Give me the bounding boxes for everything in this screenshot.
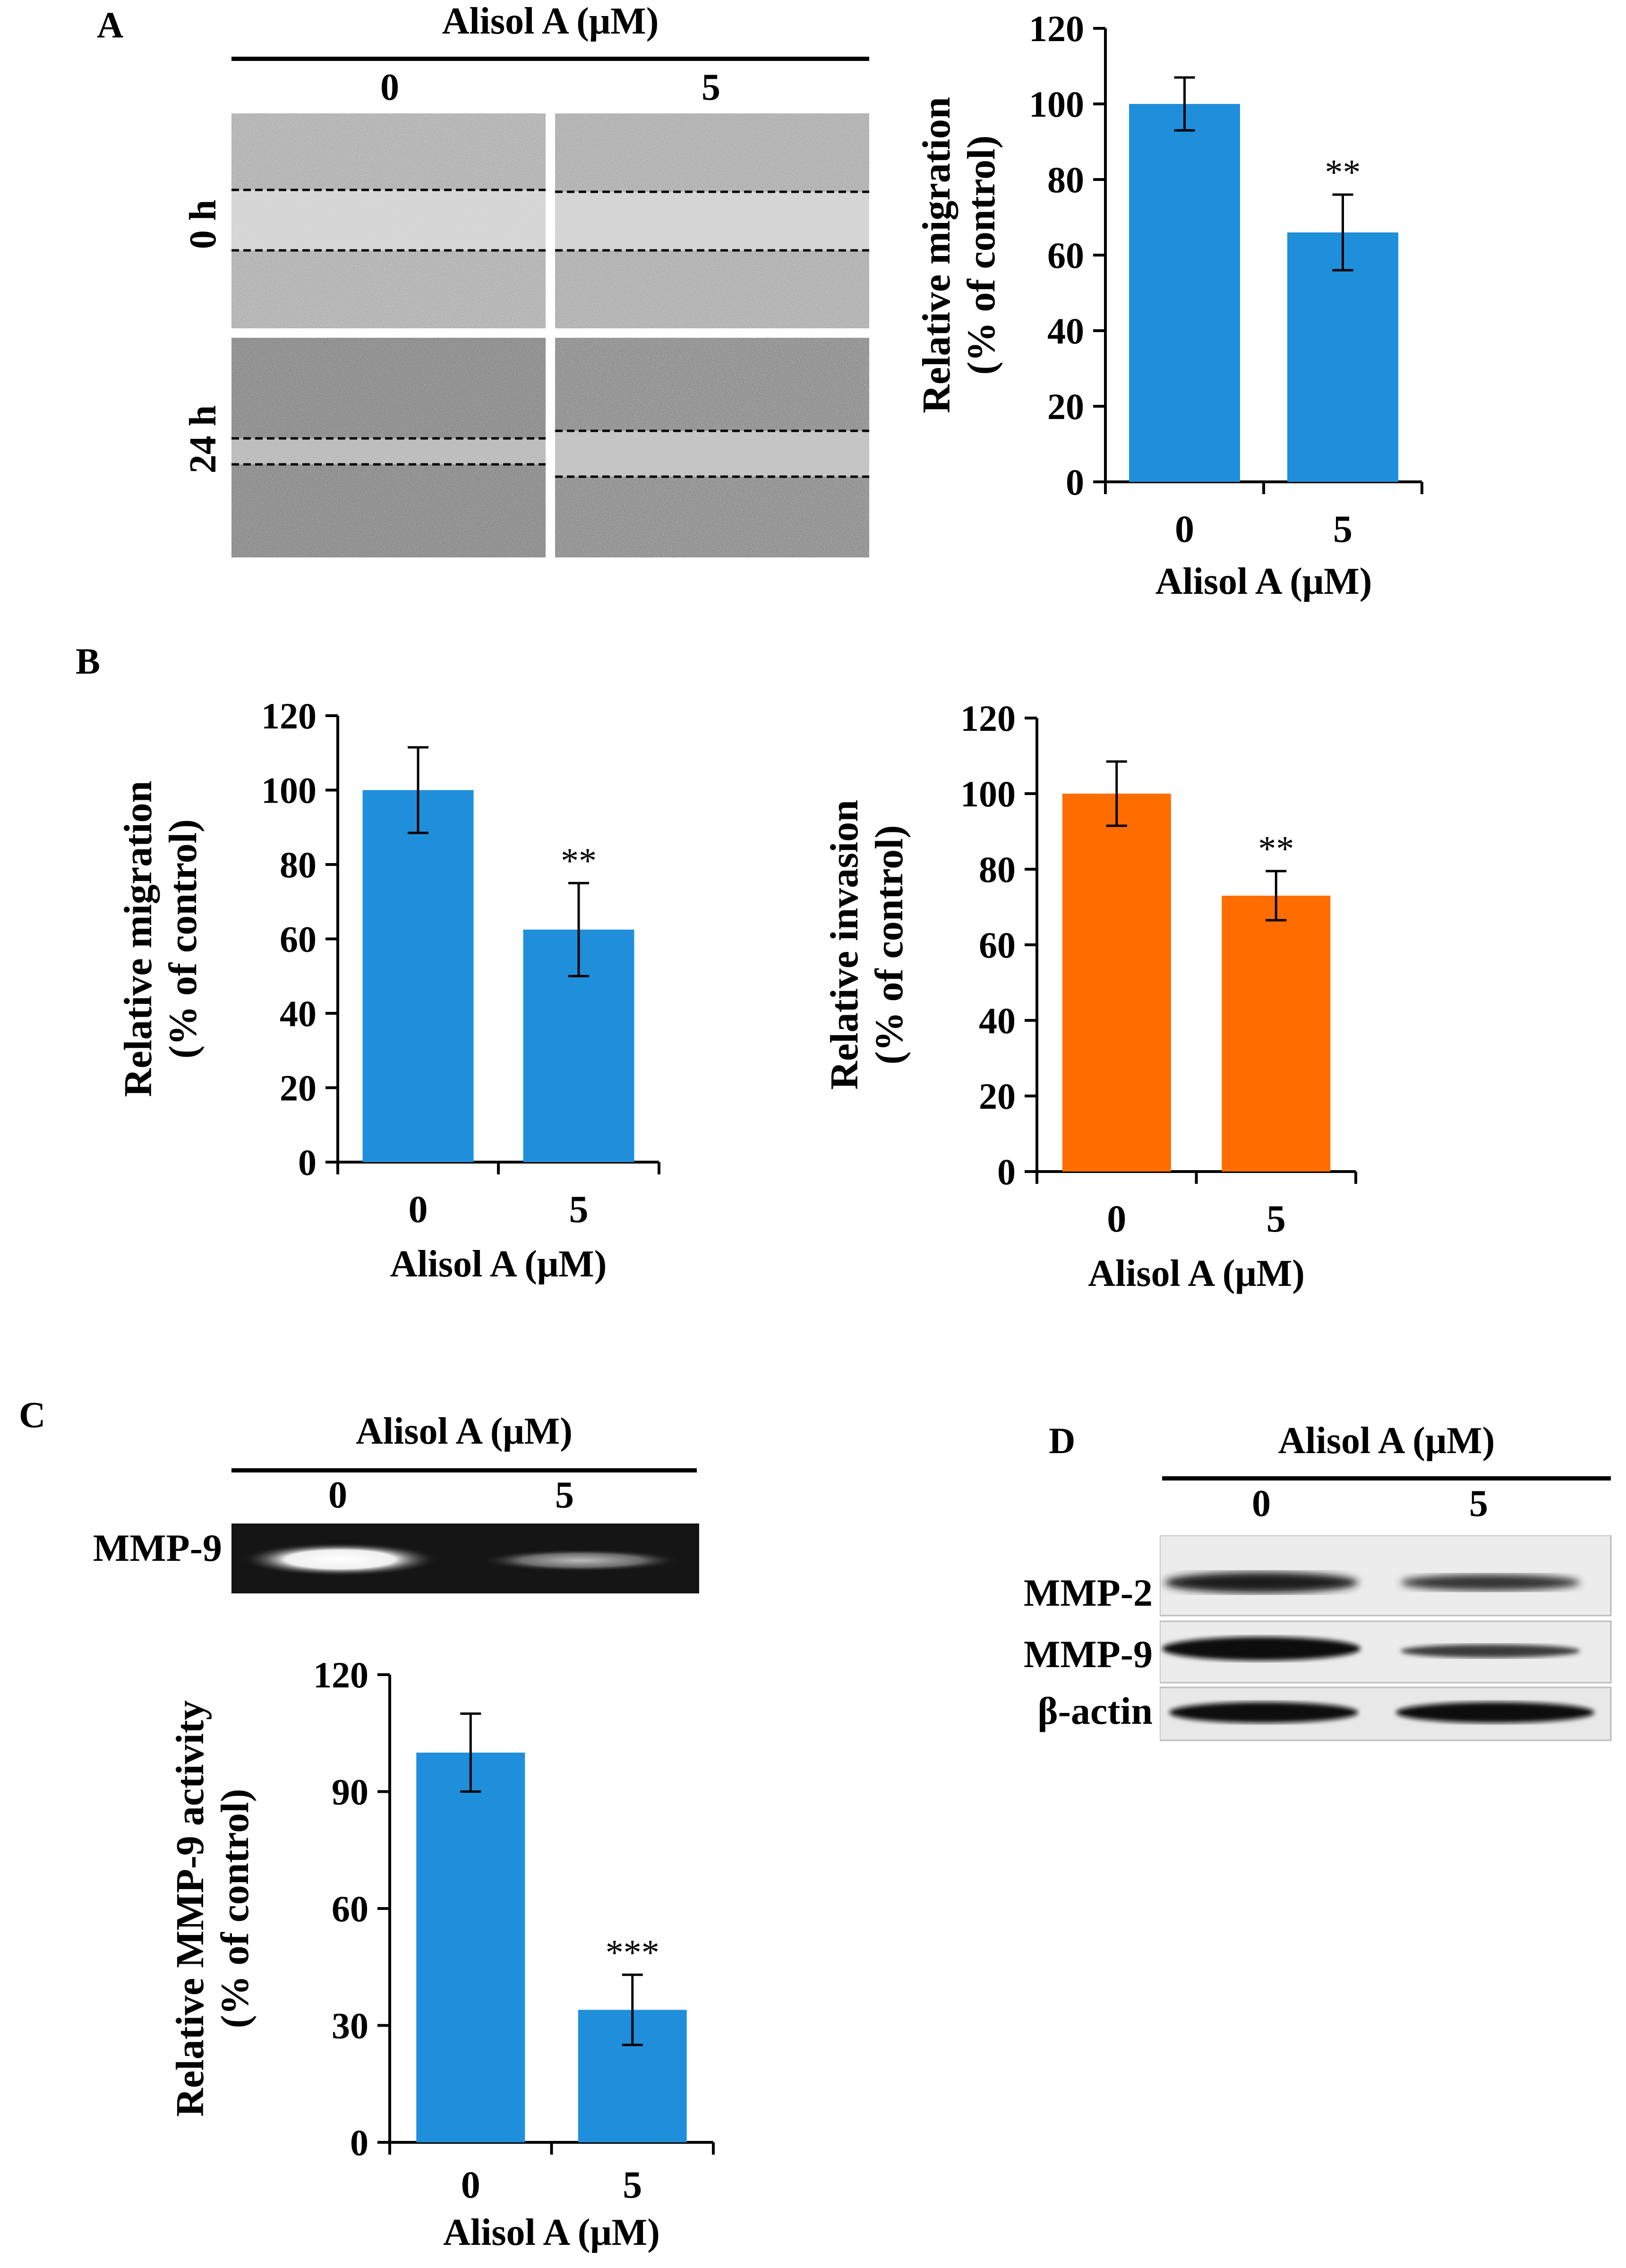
- micrograph-24h-5uM: [555, 338, 869, 557]
- panel-letter-c: C: [19, 1394, 46, 1435]
- y-tick-label: 60: [332, 1888, 368, 1929]
- blot-strip-mmp2: [1160, 1535, 1612, 1617]
- y-tick-label: 0: [350, 2122, 368, 2163]
- micrograph-0h-0uM: [231, 113, 546, 328]
- panel-d-header: Alisol A (μM): [1278, 1420, 1495, 1462]
- zymogram-gel: [231, 1523, 699, 1593]
- y-tick-label: 20: [1047, 386, 1084, 427]
- western-blot: [1160, 1535, 1612, 1741]
- panel-a-header-rule: [231, 57, 869, 61]
- y-tick-label: 0: [298, 1142, 317, 1183]
- panel-a-col-label-5: 5: [702, 67, 720, 108]
- chart-b-migration: 0 20 40 60 80 100 120 0 ** 5 Alisol A (μM) Relative…: [116, 695, 660, 1285]
- bar: [362, 790, 474, 1162]
- y-tick-label: 40: [979, 1000, 1016, 1041]
- significance-label: **: [1258, 829, 1294, 869]
- panel-a-col-label-0: 0: [380, 67, 399, 108]
- category-label: 0: [461, 2163, 480, 2206]
- y-tick-label: 120: [313, 1654, 368, 1695]
- chart-c-mmp9-activity: 0 30 60 90 120 0 *** 5 Alisol A (μM) Relative MMP…: [168, 1654, 715, 2253]
- x-axis-label: Alisol A (μM): [1155, 561, 1372, 602]
- y-axis-label: (% of control): [213, 1789, 257, 2028]
- panel-a-header: Alisol A (μM): [442, 0, 659, 42]
- bar: [1062, 794, 1171, 1172]
- chart-a-migration: 0 20 40 60 80 100 120 0 ** 5 Alisol A (μM) Relative…: [915, 8, 1423, 602]
- y-tick-label: 80: [1047, 159, 1084, 200]
- category-label: 5: [1267, 1197, 1286, 1240]
- y-tick-label: 60: [979, 924, 1016, 966]
- y-axis-label: Relative invasion: [822, 800, 866, 1090]
- panel-c-header-rule: [231, 1468, 697, 1472]
- panel-c-col-label-0: 0: [328, 1474, 347, 1516]
- significance-label: ***: [606, 1933, 659, 1972]
- category-label: 0: [1107, 1197, 1126, 1240]
- blot-strip-mmp9: [1160, 1620, 1612, 1684]
- category-label: 5: [569, 1188, 589, 1231]
- y-axis-label: Relative MMP-9 activity: [168, 1700, 212, 2117]
- blot-strip-actin: [1160, 1686, 1612, 1741]
- panel-c-col-label-5: 5: [555, 1474, 574, 1516]
- panel-d-band-label-actin: β-actin: [1037, 1689, 1153, 1732]
- y-tick-label: 120: [960, 698, 1016, 739]
- y-axis-label: Relative migration: [915, 97, 958, 413]
- bar: [1222, 896, 1331, 1172]
- y-tick-label: 40: [1047, 310, 1084, 351]
- zymogram-band-0: [241, 1542, 439, 1576]
- y-tick-label: 120: [261, 695, 317, 736]
- scratch-assay-images: [231, 113, 869, 557]
- category-label: 5: [623, 2163, 642, 2206]
- micrograph-0h-5uM: [555, 113, 869, 328]
- bar: [416, 1753, 525, 2142]
- bar: [1287, 232, 1398, 482]
- significance-label: **: [561, 841, 597, 881]
- panel-letter-b: B: [76, 641, 101, 682]
- y-tick-label: 0: [1066, 462, 1084, 503]
- panel-d-band-label-mmp9: MMP-9: [1023, 1633, 1153, 1676]
- y-axis-label: (% of control): [959, 136, 1003, 375]
- bar: [1129, 104, 1240, 482]
- panel-d-header-rule: [1162, 1476, 1611, 1481]
- y-tick-label: 20: [979, 1076, 1016, 1117]
- zymogram-band-5: [479, 1549, 683, 1572]
- x-axis-label: Alisol A (μM): [390, 1243, 607, 1285]
- y-tick-label: 0: [997, 1151, 1016, 1192]
- y-tick-label: 20: [280, 1068, 317, 1109]
- panel-d-col-label-5: 5: [1469, 1483, 1488, 1524]
- category-label: 5: [1333, 507, 1352, 550]
- y-tick-label: 120: [1029, 8, 1084, 49]
- y-tick-label: 90: [332, 1772, 368, 1813]
- y-axis-label: (% of control): [161, 819, 205, 1059]
- panel-letter-a: A: [97, 4, 124, 45]
- panel-a-row-label-0h: 0 h: [182, 199, 224, 249]
- y-tick-label: 60: [280, 919, 317, 960]
- y-tick-label: 100: [960, 773, 1016, 814]
- panel-letter-d: D: [1049, 1420, 1076, 1461]
- y-tick-label: 60: [1047, 235, 1084, 276]
- x-axis-label: Alisol A (μM): [443, 2212, 660, 2253]
- significance-label: **: [1325, 153, 1361, 192]
- y-tick-label: 30: [332, 2005, 368, 2046]
- panel-c-band-label: MMP-9: [93, 1526, 222, 1569]
- y-tick-label: 100: [1029, 84, 1084, 125]
- x-axis-label: Alisol A (μM): [1088, 1253, 1305, 1294]
- panel-d-col-label-0: 0: [1252, 1483, 1271, 1524]
- category-label: 0: [1175, 507, 1194, 550]
- y-tick-label: 80: [280, 844, 317, 885]
- y-axis-label: Relative migration: [116, 781, 160, 1097]
- y-tick-label: 80: [979, 849, 1016, 890]
- chart-b-invasion: 0 20 40 60 80 100 120 0 ** 5 Alisol A (μM) Relative…: [822, 698, 1357, 1294]
- y-axis-label: (% of control): [867, 825, 911, 1065]
- category-label: 0: [409, 1188, 428, 1231]
- panel-a-row-label-24h: 24 h: [182, 405, 224, 474]
- y-tick-label: 40: [280, 993, 317, 1034]
- panel-d-band-label-mmp2: MMP-2: [1023, 1571, 1153, 1614]
- panel-c-header: Alisol A (μM): [356, 1411, 573, 1452]
- micrograph-24h-0uM: [231, 338, 546, 557]
- y-tick-label: 100: [261, 770, 317, 811]
